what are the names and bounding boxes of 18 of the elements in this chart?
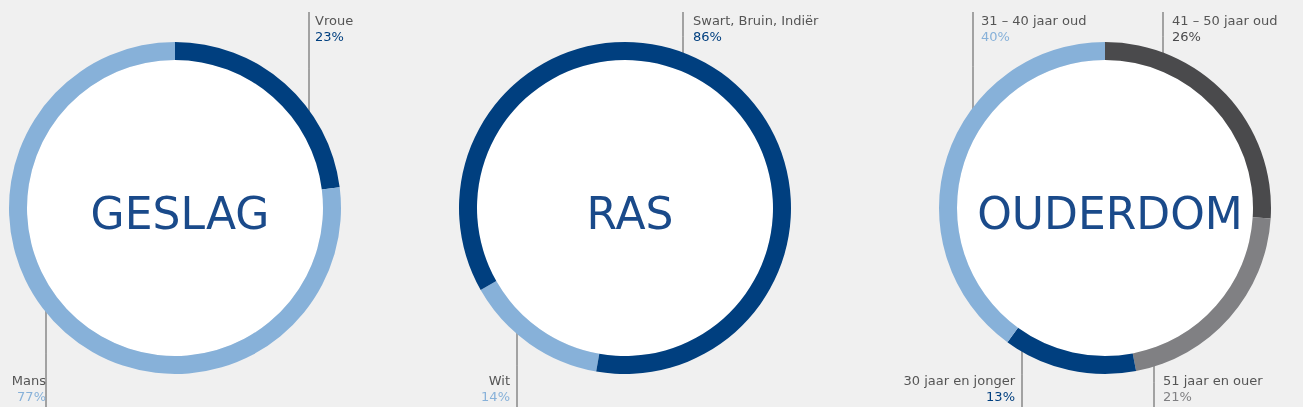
slice-label: 30 jaar en jonger: [903, 372, 1016, 388]
data-label: 26%: [1172, 28, 1201, 44]
text: RAS: [586, 187, 674, 239]
slice-label: Swart, Bruin, Indiër: [693, 12, 820, 28]
data-label: 21%: [1163, 388, 1192, 404]
data-label: 14%: [481, 388, 510, 404]
text: OUDERDOM: [977, 187, 1243, 239]
slice-label: Wit: [488, 372, 510, 388]
slice-label: Mans: [11, 372, 47, 388]
slice-label: 41 – 50 jaar oud: [1172, 12, 1278, 28]
slice-label: 31 – 40 jaar oud: [981, 12, 1087, 28]
data-label: 13%: [986, 388, 1015, 404]
data-label: 86%: [693, 28, 722, 44]
text: GESLAG: [90, 187, 270, 239]
slice-label: Vroue: [315, 12, 354, 28]
data-label: 23%: [315, 28, 344, 44]
slice-label: 51 jaar en ouer: [1163, 372, 1264, 388]
data-label: 40%: [981, 28, 1010, 44]
